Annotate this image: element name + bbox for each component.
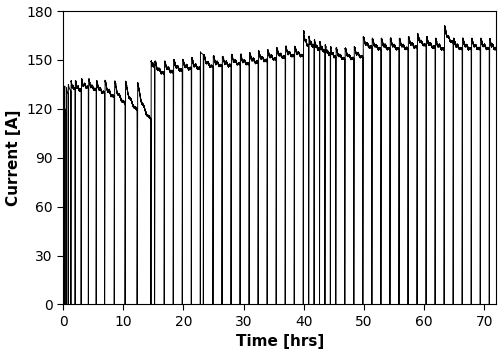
Y-axis label: Current [A]: Current [A] [6, 110, 21, 206]
X-axis label: Time [hrs]: Time [hrs] [235, 334, 323, 349]
